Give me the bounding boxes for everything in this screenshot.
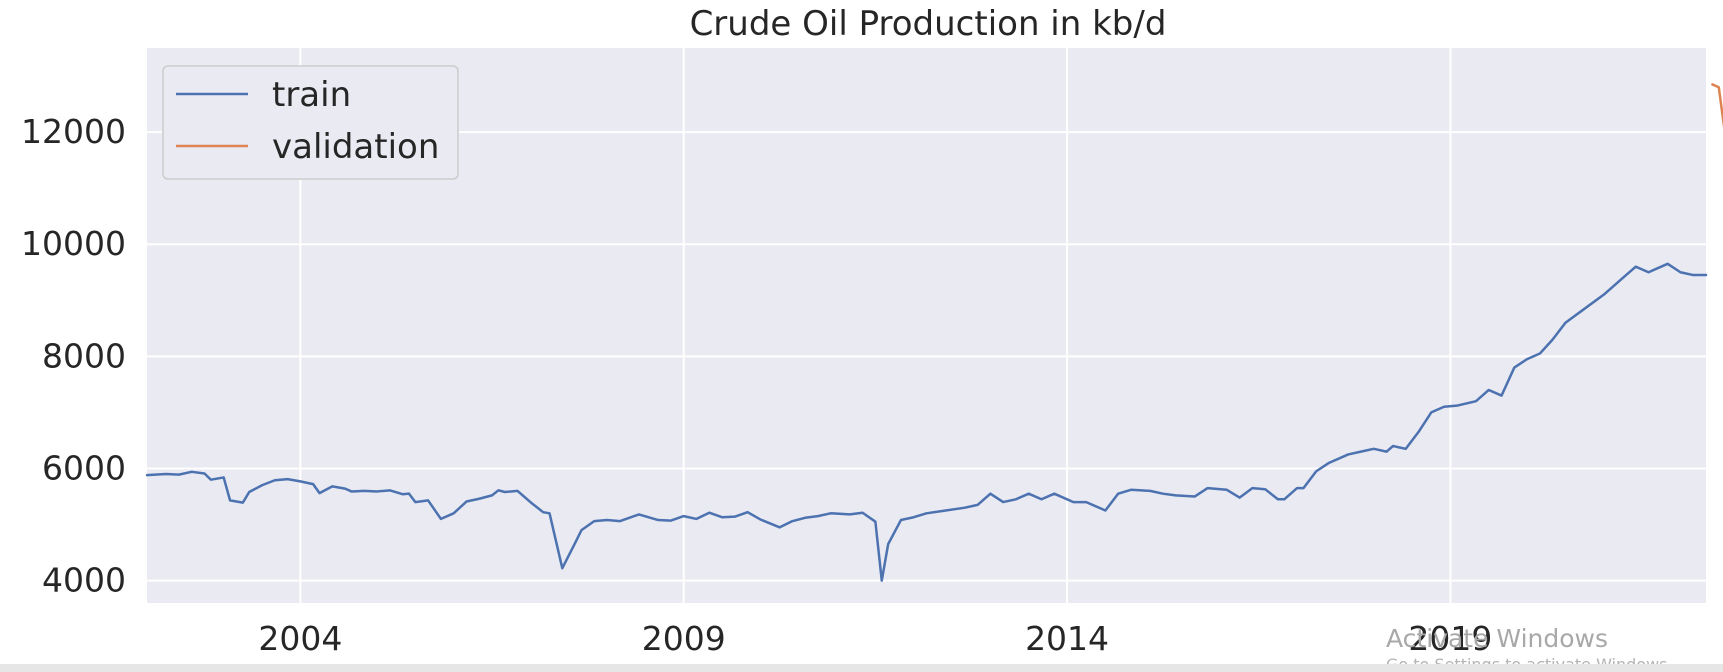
x-axis: 2004 2009 2014 2019 [258, 619, 1492, 658]
y-tick-label: 12000 [21, 112, 126, 151]
y-tick-label: 8000 [42, 336, 126, 375]
legend: train validation [162, 65, 459, 180]
x-tick-label: 2004 [258, 619, 342, 658]
series-line-train [145, 262, 1708, 582]
watermark-title: Activate Windows [1386, 624, 1608, 653]
chart-title: Crude Oil Production in kb/d [690, 4, 1167, 44]
x-tick-label: 2019 [1408, 619, 1492, 658]
legend-label-validation: validation [272, 127, 439, 167]
y-tick-label: 4000 [42, 561, 126, 600]
y-tick-label: 10000 [21, 224, 126, 263]
x-tick-label: 2009 [642, 619, 726, 658]
chart-series [145, 83, 1723, 582]
y-tick-label: 6000 [42, 448, 126, 487]
x-tick-label: 2014 [1025, 619, 1109, 658]
grid-lines [147, 48, 1706, 603]
window-bottom-bar [0, 664, 1723, 672]
y-axis: 4000 6000 8000 10000 12000 [21, 112, 126, 599]
legend-label-train: train [272, 75, 351, 115]
series-line-validation [1711, 83, 1723, 129]
